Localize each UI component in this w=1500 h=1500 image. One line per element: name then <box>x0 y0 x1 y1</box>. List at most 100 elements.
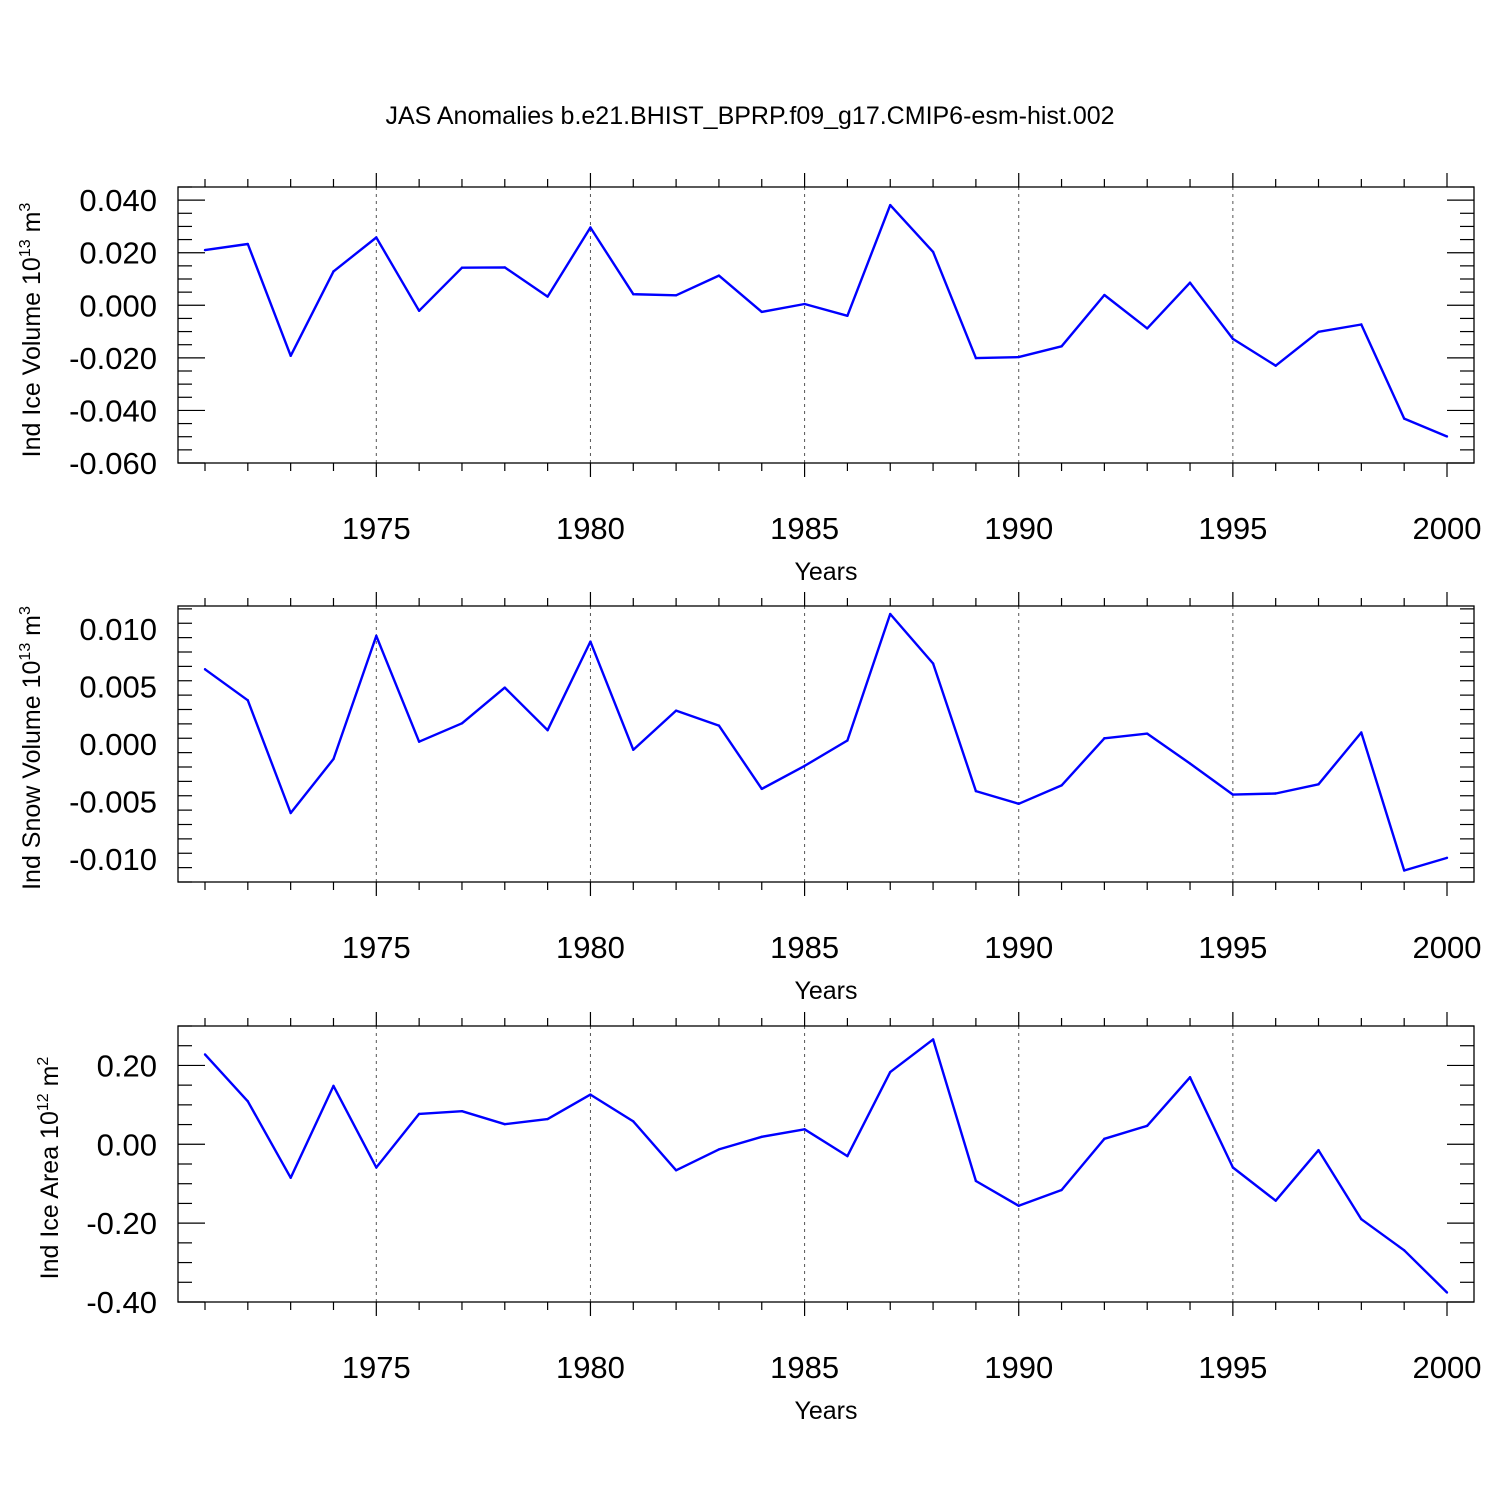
data-point <box>760 1135 763 1138</box>
data-point <box>1103 737 1106 740</box>
data-point <box>717 724 721 727</box>
data-point <box>332 1084 335 1088</box>
x-tick-label: 1990 <box>984 930 1053 965</box>
y-axis-title-unit-exp: 2 <box>35 1057 52 1066</box>
x-tick-label: 2000 <box>1413 1350 1482 1385</box>
data-point <box>1317 1149 1320 1152</box>
data-point <box>803 302 806 306</box>
data-point <box>332 270 335 273</box>
data-point <box>503 266 506 269</box>
data-point <box>589 226 592 229</box>
x-tick-label: 1995 <box>1198 930 1267 965</box>
data-point <box>1017 355 1020 359</box>
data-point <box>1402 869 1406 872</box>
data-point <box>674 294 678 297</box>
data-point <box>1445 856 1449 860</box>
data-point <box>760 787 763 791</box>
x-tick-label: 1975 <box>342 1350 411 1385</box>
data-point <box>203 668 207 671</box>
data-point <box>1060 784 1063 787</box>
data-point <box>1317 330 1320 334</box>
y-tick-label: -0.010 <box>69 842 157 877</box>
panel-1: 1975 1980 1985 1990 1995 2000 Years 0.040 0.020 0… <box>17 173 1481 586</box>
data-point <box>1060 345 1063 348</box>
y-axis-title: Ind Ice Area 1012 m2 <box>35 1057 64 1280</box>
data-point <box>1017 1204 1020 1207</box>
data-point <box>889 203 892 207</box>
x-tick-label: 1985 <box>770 1350 839 1385</box>
data-point <box>717 1148 721 1151</box>
data-point <box>289 354 292 357</box>
data-point <box>1402 417 1406 420</box>
x-tick-label: 1985 <box>770 511 839 546</box>
y-axis-title-unit-exp: 3 <box>17 203 34 212</box>
data-point <box>846 314 849 317</box>
x-tick-label: 1980 <box>556 930 625 965</box>
data-point <box>246 699 250 702</box>
y-tick-label: 0.000 <box>79 288 157 323</box>
data-point <box>931 662 935 665</box>
data-point <box>1274 792 1277 795</box>
y-tick-label: -0.40 <box>86 1285 157 1320</box>
figure-title: JAS Anomalies b.e21.BHIST_BPRP.f09_g17.C… <box>385 102 1114 130</box>
data-point <box>289 811 292 815</box>
data-point <box>803 764 806 768</box>
y-tick-label: 0.010 <box>79 612 157 647</box>
y-tick-label: 0.00 <box>97 1127 157 1162</box>
data-point <box>375 236 378 239</box>
data-point <box>1360 731 1363 734</box>
data-point <box>417 309 421 313</box>
data-point <box>717 274 721 277</box>
data-point <box>1146 1124 1149 1127</box>
y-tick-label: 0.005 <box>79 670 157 705</box>
data-point <box>460 722 464 725</box>
data-point <box>1188 281 1192 284</box>
x-tick-label: 1995 <box>1198 511 1267 546</box>
series-line <box>204 1038 1448 1294</box>
y-axis-title-exp: 12 <box>35 1093 52 1111</box>
data-point <box>1231 1166 1235 1169</box>
data-point <box>931 250 935 254</box>
series-line <box>204 612 1448 872</box>
data-point <box>1103 293 1106 297</box>
data-point <box>1231 337 1235 341</box>
data-point <box>1274 364 1277 367</box>
y-tick-label: -0.040 <box>69 393 157 428</box>
y-tick-label: -0.20 <box>86 1206 157 1241</box>
y-tick-label: -0.020 <box>69 341 157 376</box>
x-tick-label: 1995 <box>1198 1350 1267 1385</box>
data-point <box>974 1179 978 1183</box>
data-point <box>546 295 549 298</box>
y-axis-title-unit: m <box>18 615 46 643</box>
x-axis-title: Years <box>794 977 857 1005</box>
data-point <box>674 709 678 712</box>
data-point <box>417 740 421 743</box>
data-point <box>375 634 378 638</box>
y-axis-title-unit: m <box>36 1066 64 1094</box>
y-tick-label: -0.060 <box>69 446 157 481</box>
data-point <box>1274 1199 1277 1202</box>
data-point <box>974 356 978 360</box>
data-point <box>503 1122 506 1126</box>
data-point <box>1146 732 1149 735</box>
x-tick-label: 1975 <box>342 511 411 546</box>
data-point <box>632 1120 635 1123</box>
data-point <box>632 293 635 296</box>
data-point <box>1060 1188 1063 1192</box>
data-point <box>846 1154 849 1158</box>
data-point <box>1402 1249 1406 1252</box>
series-line <box>204 203 1448 438</box>
y-axis-title-unit: m <box>18 212 46 240</box>
data-point <box>803 1128 806 1131</box>
data-point <box>375 1166 378 1169</box>
y-tick-label: 0.000 <box>79 727 157 762</box>
panel-3: 1975 1980 1985 1990 1995 2000 Years 0.20 0.00 -0.… <box>35 1012 1481 1425</box>
data-point <box>460 266 464 269</box>
x-axis-title: Years <box>794 558 857 586</box>
data-point <box>203 248 207 252</box>
plot-frame <box>177 1025 1475 1303</box>
data-point <box>1317 783 1320 786</box>
data-point <box>246 242 250 246</box>
x-tick-label: 1985 <box>770 930 839 965</box>
